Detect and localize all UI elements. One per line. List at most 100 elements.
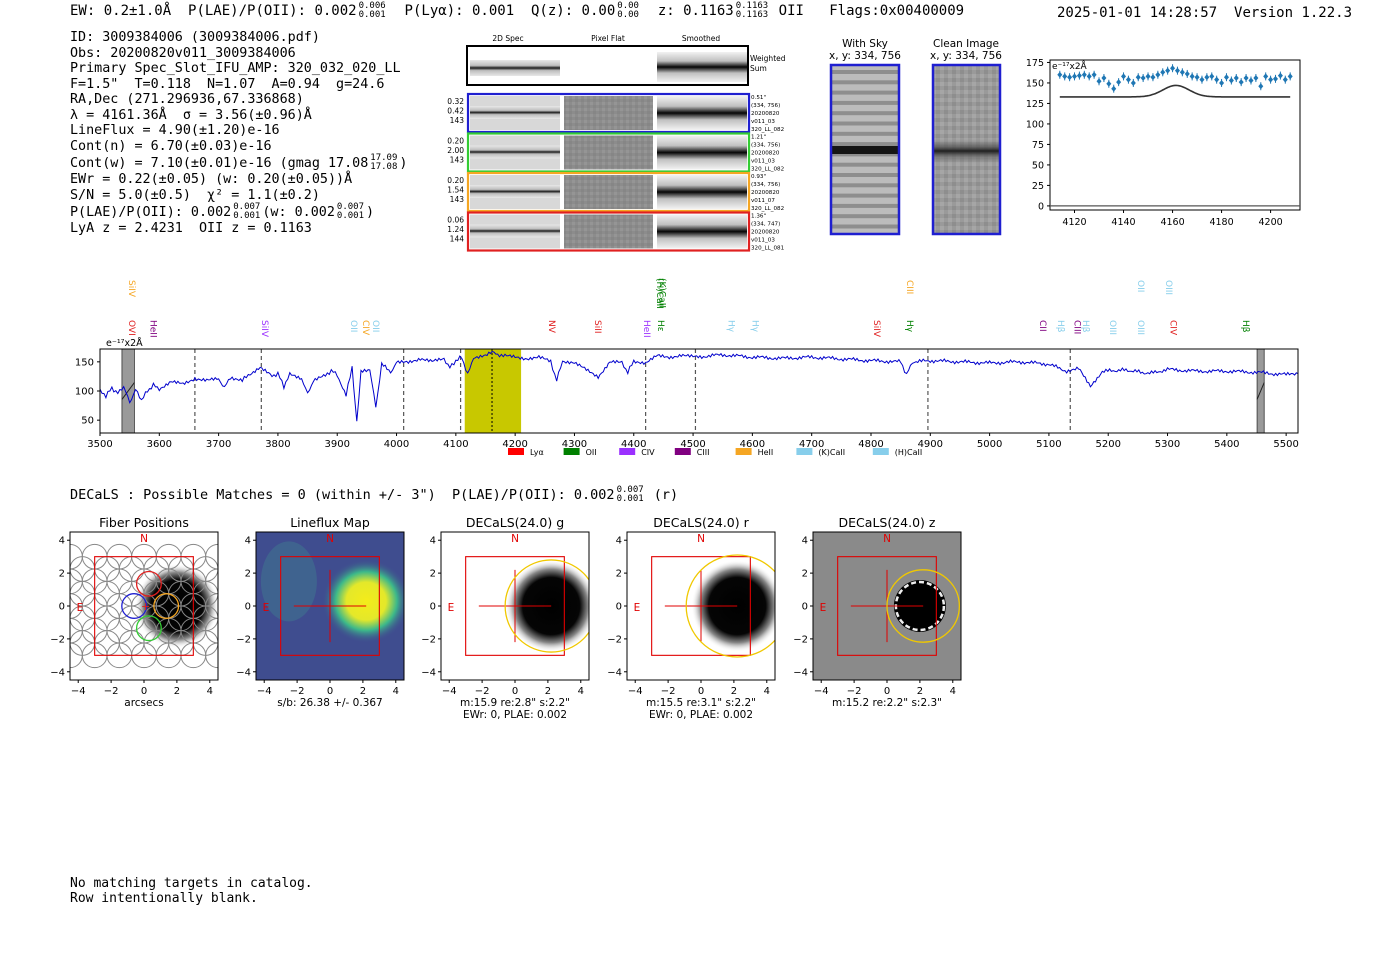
spectral-line-label: HeII xyxy=(641,320,651,338)
panel-title: Fiber Positions xyxy=(99,515,189,530)
cutout-row-stat: 0.20 xyxy=(447,137,464,146)
compass-east: E xyxy=(820,602,827,614)
lineflux-blob xyxy=(322,559,404,644)
panel-title: DECaLS(24.0) z xyxy=(839,515,936,530)
datetime: 2025-01-01 14:28:57 xyxy=(1057,5,1218,21)
panel-xtick-label: −2 xyxy=(104,686,119,697)
cutout-header-flat: Pixel Flat xyxy=(591,34,625,43)
catalog-note: No matching targets in catalog. xyxy=(70,876,313,891)
aperture-box xyxy=(280,556,380,656)
spectrum-ytick-label: 150 xyxy=(75,357,94,368)
cutout-row-stat: 0.32 xyxy=(447,97,464,106)
info-redshifts: LyA z = 2.4231 OII z = 0.1163 xyxy=(70,221,312,236)
panel-caption: m:15.5 re:3.1" s:2.2" xyxy=(646,697,756,709)
header-right: 2025-01-01 14:28:57 Version 1.22.3 xyxy=(1057,5,1352,21)
match-ellipse xyxy=(504,559,589,653)
match-ellipse xyxy=(685,554,775,658)
compass-north: N xyxy=(326,533,334,545)
spectrum-xtick-label: 3600 xyxy=(147,439,172,450)
zoom-data-point xyxy=(1076,72,1082,79)
cutout-header-2d: 2D Spec xyxy=(492,34,523,43)
cutout-row-meta: 0.93" xyxy=(751,174,766,180)
zoom-data-point xyxy=(1174,67,1180,74)
info-id: ID: 3009384006 (3009384006.pdf) xyxy=(70,30,320,45)
panel-ytick-label: 2 xyxy=(802,569,808,580)
decals-summary: DECaLS : Possible Matches = 0 (within +/… xyxy=(70,485,679,504)
compass-north: N xyxy=(697,533,705,545)
spectral-line-label: Hγ xyxy=(904,320,914,333)
spectral-line-label: Hβ xyxy=(1080,320,1090,333)
spectral-line-label: OII xyxy=(348,320,358,332)
panel-title: Lineflux Map xyxy=(290,515,370,530)
cutout-row-meta: 320_LL_081 xyxy=(751,246,785,252)
panel-xtick-label: 2 xyxy=(174,686,180,697)
panel-xtick-label: 0 xyxy=(327,686,333,697)
zoom-data-point xyxy=(1091,71,1097,78)
zoom-data-point xyxy=(1238,79,1244,86)
panel-ytick-label: −4 xyxy=(793,667,808,678)
panel-ytick-label: 2 xyxy=(616,569,622,580)
spectral-line-label: Hγ xyxy=(726,320,736,333)
cutout-row-meta: 20200820 xyxy=(751,190,780,196)
zoom-data-point xyxy=(1165,67,1171,74)
zoom-data-point xyxy=(1150,74,1156,81)
panel-ytick-label: −2 xyxy=(236,634,251,645)
panel-xtick-label: 0 xyxy=(884,686,890,697)
panel-ytick-label: 0 xyxy=(245,602,251,613)
cutout-row-meta: (334, 756) xyxy=(751,103,780,109)
cutout-row-stat: 144 xyxy=(450,235,465,244)
cutout-row-meta: 320_LL_082 xyxy=(751,167,784,173)
zoom-ytick-label: 25 xyxy=(1032,181,1044,192)
spectral-line-label: HeII xyxy=(147,320,157,338)
info-ewr: EWr = 0.22(±0.05) (w: 0.20(±0.05))Å xyxy=(70,172,353,187)
pixel-flat-image xyxy=(564,175,653,209)
zoom-data-point xyxy=(1287,73,1293,80)
spectrum-xtick-label: 5200 xyxy=(1095,439,1120,450)
with-sky-xy: x, y: 334, 756 xyxy=(829,50,901,62)
legend-swatch xyxy=(674,448,691,455)
spectrum-xtick-label: 4400 xyxy=(621,439,646,450)
spectral-line-label: OII xyxy=(1135,280,1145,292)
spectral-line-label: NV xyxy=(546,320,556,334)
zoom-data-point xyxy=(1209,73,1215,80)
zoom-data-point xyxy=(1096,78,1102,85)
redshift-value: z: 0.1163 xyxy=(657,3,734,19)
fiber-circle xyxy=(205,543,218,570)
blank-row-note: Row intentionally blank. xyxy=(70,891,258,906)
pixel-flat-image xyxy=(564,96,653,130)
spectrum-line xyxy=(99,351,1299,422)
cutout-row-stat: 143 xyxy=(450,195,465,204)
panel-z: DECaLS(24.0) z N E −4 −4 −2 −2 0 0 2 2 4 4 m:15.2 re:… xyxy=(793,515,962,709)
panel-r: DECaLS(24.0) r N E −4 −4 −2 −2 0 0 2 2 4 4 m:15.5 re:… xyxy=(607,515,776,721)
panel-ytick-label: −2 xyxy=(50,634,65,645)
zoom-data-point xyxy=(1111,85,1117,92)
panel-caption: EWr: 0, PLAE: 0.002 xyxy=(463,709,567,721)
legend-swatch xyxy=(508,448,524,455)
info-contw: Cont(w) = 7.10(±0.01)e-16 (gmag 17.08 17.… xyxy=(70,153,408,172)
zoom-ytick-label: 125 xyxy=(1026,99,1044,110)
cutout-header-smoothed: Smoothed xyxy=(682,34,721,43)
version: Version 1.22.3 xyxy=(1234,5,1353,21)
spectral-line-label: CIV xyxy=(360,320,370,336)
zoom-data-point xyxy=(1199,76,1205,83)
panel-ytick-label: −4 xyxy=(50,667,65,678)
zoom-data-point xyxy=(1081,71,1087,78)
legend-label: CIII xyxy=(697,448,710,457)
zoom-data-point xyxy=(1160,69,1166,76)
panel-xtick-label: 4 xyxy=(578,686,584,697)
zoom-data-point xyxy=(1272,75,1278,82)
spectral-line-label: (K)CaII xyxy=(656,278,666,308)
zoom-data-point xyxy=(1189,73,1195,80)
zoom-data-point xyxy=(1268,76,1274,83)
zoom-ytick-label: 0 xyxy=(1038,201,1044,212)
zoom-data-point xyxy=(1086,73,1092,80)
clean-title: Clean Image xyxy=(933,38,999,50)
spectral-line-label: CIV xyxy=(1168,320,1178,336)
panel-xtick-label: 2 xyxy=(731,686,737,697)
panel-xtick-label: −2 xyxy=(661,686,676,697)
zoom-data-point xyxy=(1130,79,1136,86)
panel-xtick-label: −2 xyxy=(290,686,305,697)
zoom-data-point xyxy=(1179,69,1185,76)
panel-caption: EWr: 0, PLAE: 0.002 xyxy=(649,709,753,721)
